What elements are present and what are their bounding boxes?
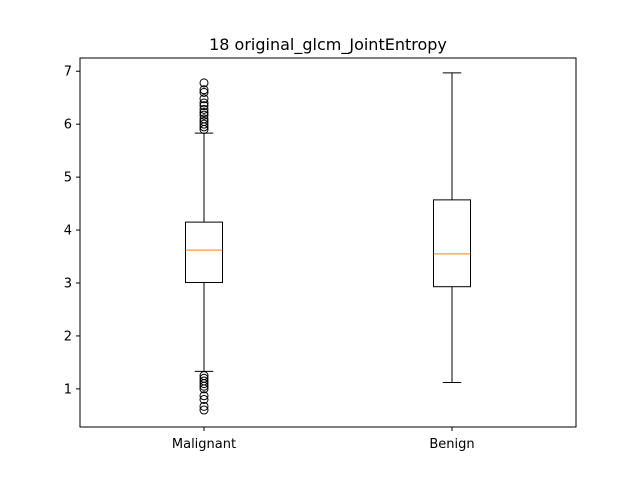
y-tick-label: 4 bbox=[64, 224, 72, 239]
x-axis: Malignant Benign bbox=[172, 427, 475, 452]
y-tick-label: 1 bbox=[64, 382, 72, 397]
outlier-point bbox=[199, 373, 209, 383]
outlier-point bbox=[199, 117, 209, 127]
outlier-point bbox=[199, 87, 209, 97]
iqr-box bbox=[185, 221, 223, 283]
iqr-box bbox=[433, 199, 471, 288]
box-malignant bbox=[185, 78, 223, 415]
y-tick-label: 7 bbox=[64, 65, 72, 80]
outlier-point bbox=[199, 401, 209, 411]
plot-frame bbox=[79, 57, 577, 428]
outlier-point bbox=[199, 391, 209, 401]
outlier-point bbox=[199, 108, 209, 118]
outlier-point bbox=[199, 405, 209, 415]
box-benign bbox=[433, 72, 471, 384]
y-tick-label: 2 bbox=[64, 329, 72, 344]
outlier-point bbox=[199, 78, 209, 88]
x-tick-label: Benign bbox=[429, 437, 474, 452]
outlier-point bbox=[199, 371, 209, 381]
boxes-group bbox=[185, 72, 471, 415]
y-tick-label: 6 bbox=[64, 118, 72, 133]
outlier-point bbox=[199, 110, 209, 120]
outlier-point bbox=[199, 394, 209, 404]
outlier-point bbox=[199, 119, 209, 129]
chart-title: 18 original_glcm_JointEntropy bbox=[209, 35, 447, 55]
outlier-point bbox=[199, 101, 209, 111]
outlier-point bbox=[199, 94, 209, 104]
outlier-point bbox=[199, 114, 209, 124]
y-tick-label: 3 bbox=[64, 277, 72, 292]
outlier-point bbox=[199, 104, 209, 114]
y-axis: 1 2 3 4 5 6 7 bbox=[64, 65, 80, 397]
x-tick-label: Malignant bbox=[172, 437, 236, 452]
outlier-point bbox=[199, 98, 209, 108]
outlier-point bbox=[199, 376, 209, 386]
y-tick-label: 5 bbox=[64, 171, 72, 186]
outlier-point bbox=[199, 85, 209, 95]
